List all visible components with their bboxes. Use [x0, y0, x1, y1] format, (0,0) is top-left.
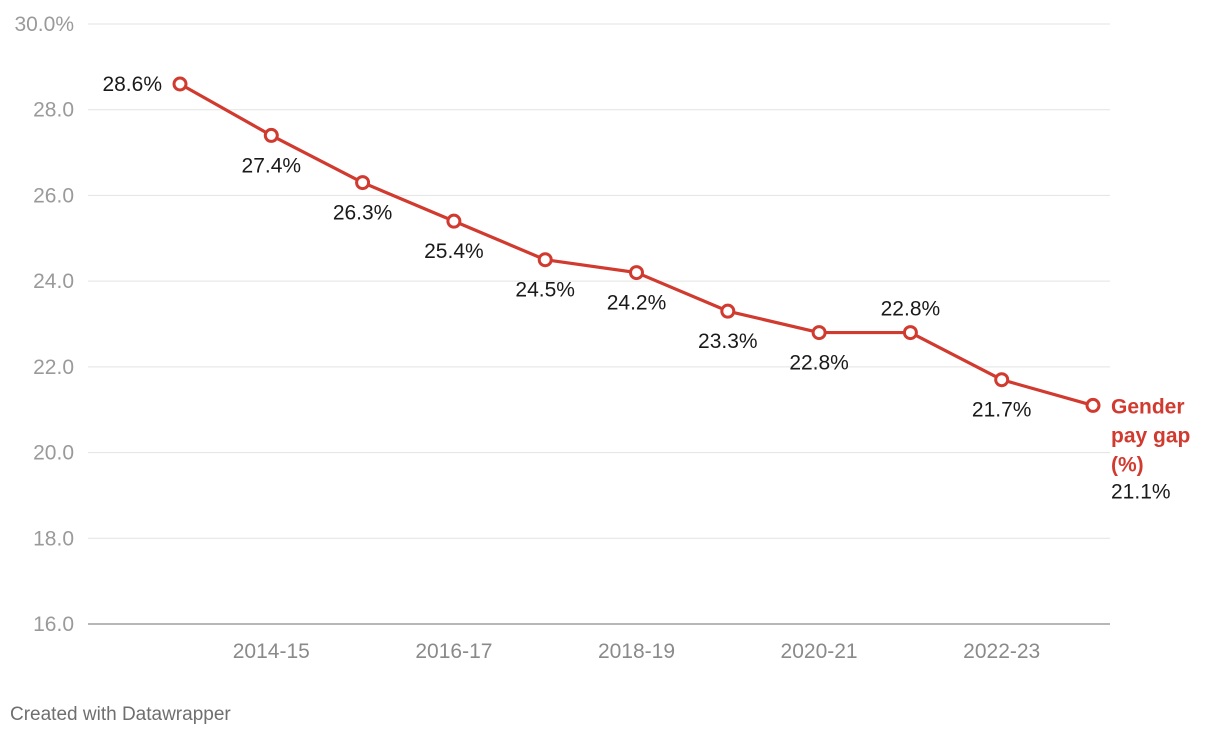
y-tick-label: 24.0	[33, 270, 74, 293]
data-label: 22.8%	[789, 352, 849, 375]
data-label: 23.3%	[698, 330, 758, 353]
y-tick-label: 28.0	[33, 99, 74, 122]
data-label: 21.1%	[1111, 480, 1171, 503]
data-label: 25.4%	[424, 240, 484, 263]
credit-text: Created with Datawrapper	[10, 704, 231, 725]
data-point	[537, 252, 553, 268]
y-tick-label: 20.0	[33, 442, 74, 465]
y-tick-label: 16.0	[33, 613, 74, 636]
x-axis: 2014-15 2016-17 2018-19 2020-21 2022-23	[233, 640, 1040, 663]
data-label: 28.6%	[102, 73, 162, 96]
x-tick-label: 2018-19	[598, 640, 675, 663]
data-point	[902, 325, 918, 341]
data-point	[994, 372, 1010, 388]
data-point	[811, 325, 827, 341]
data-point	[720, 303, 736, 319]
y-tick-label: 22.0	[33, 356, 74, 379]
data-point	[1085, 397, 1101, 413]
line-chart: 16.0 18.0 20.0 22.0 24.0 26.0 28.0 30.0% 2014-1…	[14, 13, 1190, 663]
y-tick-label: 30.0%	[14, 13, 74, 36]
y-axis: 16.0 18.0 20.0 22.0 24.0 26.0 28.0 30.0%	[14, 13, 74, 636]
data-point	[263, 127, 279, 143]
data-point	[355, 175, 371, 191]
series-name-line: Gender	[1111, 395, 1185, 418]
y-tick-label: 18.0	[33, 527, 74, 550]
data-point	[172, 76, 188, 92]
x-tick-label: 2022-23	[963, 640, 1040, 663]
data-label: 24.5%	[515, 279, 575, 302]
data-point	[446, 213, 462, 229]
series-name-label: Gender pay gap (%)	[1111, 395, 1190, 476]
y-tick-label: 26.0	[33, 184, 74, 207]
x-tick-label: 2016-17	[415, 640, 492, 663]
data-point	[629, 265, 644, 281]
data-label: 21.7%	[972, 399, 1032, 422]
series-name-line: (%)	[1111, 453, 1144, 476]
data-label: 22.8%	[881, 298, 941, 321]
gridlines	[88, 23, 1110, 625]
series-group: 28.6% 27.4% 26.3% 25.4% 24.5% 24.2% 23.3% 22.8%…	[102, 73, 1190, 503]
series-name-line: pay gap	[1111, 424, 1190, 447]
data-label: 24.2%	[607, 292, 667, 315]
data-label: 26.3%	[333, 202, 393, 225]
data-label: 27.4%	[242, 154, 302, 177]
x-tick-label: 2020-21	[781, 640, 858, 663]
x-tick-label: 2014-15	[233, 640, 310, 663]
series-line	[179, 82, 1094, 407]
